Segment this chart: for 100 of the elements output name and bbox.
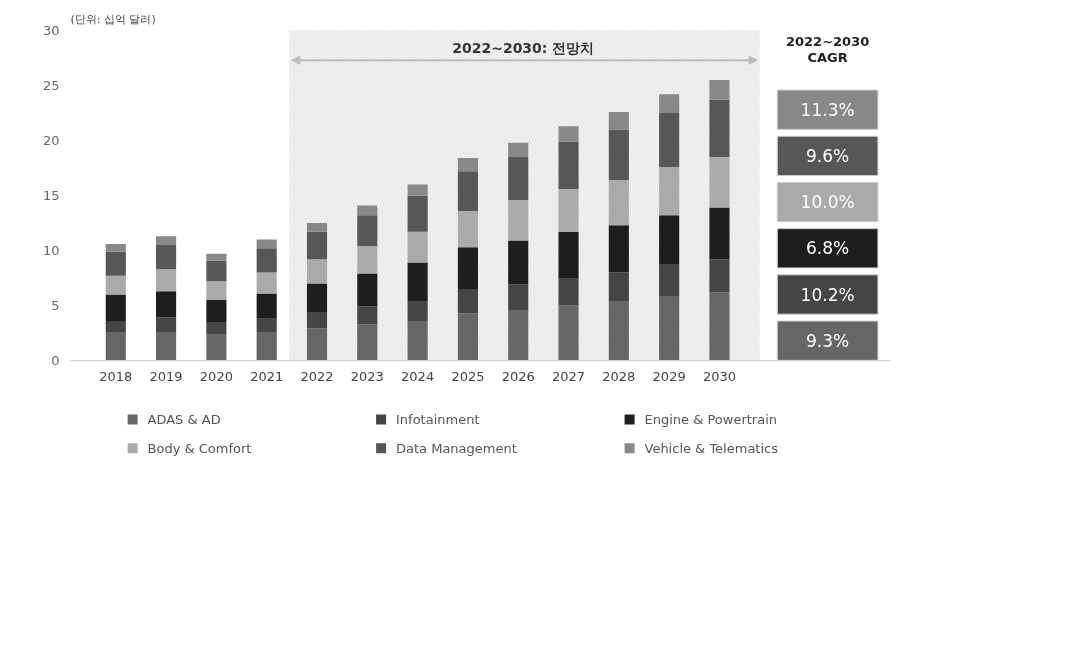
bar (608, 180, 629, 226)
bar (156, 317, 177, 332)
y-tick-label: 15 (42, 188, 60, 203)
x-tick-label: 2027 (551, 368, 586, 384)
text: 2022~2030 CAGR (785, 33, 870, 66)
bar (357, 205, 378, 216)
text: 6.8% (806, 238, 850, 259)
bar (105, 275, 126, 295)
x-tick-label: 2026 (501, 368, 535, 384)
bar (659, 264, 680, 297)
bar (457, 171, 478, 211)
bar (608, 301, 629, 361)
x-tick-label: 2024 (401, 368, 435, 384)
bar (105, 243, 126, 252)
bar (156, 269, 177, 292)
bar (105, 331, 126, 361)
bar (558, 278, 579, 306)
bar (508, 284, 529, 310)
bar (206, 322, 227, 335)
x-tick-label: 2021 (250, 368, 284, 384)
bar (256, 239, 277, 249)
text: 11.3% (800, 99, 855, 120)
bar (608, 111, 629, 130)
bar (608, 272, 629, 302)
text: 10.0% (800, 192, 855, 213)
bar (206, 253, 227, 261)
band-label: 2022~2030: 전망치 (452, 39, 595, 56)
bar (457, 289, 478, 314)
bar (558, 141, 579, 189)
bar (306, 223, 328, 232)
bar (558, 126, 579, 142)
bar (156, 245, 177, 270)
bar (558, 231, 579, 278)
bar (558, 305, 579, 361)
legend-label: Body & Comfort (147, 440, 252, 456)
bar (407, 320, 428, 361)
bar (709, 259, 730, 293)
bar (156, 291, 177, 318)
bar (709, 80, 730, 100)
bar (156, 331, 177, 361)
bar (306, 283, 328, 313)
bar (306, 259, 328, 284)
bar (709, 157, 730, 208)
text: 10.2% (800, 284, 855, 305)
text: 9.6% (806, 145, 850, 166)
bar (357, 306, 378, 325)
legend-label: Infotainment (396, 412, 480, 428)
bar (407, 195, 428, 232)
bar (659, 113, 680, 167)
legend-label: Engine & Powertrain (644, 412, 778, 428)
y-tick-label: 25 (42, 78, 60, 93)
bar (709, 292, 730, 361)
bar (206, 334, 227, 361)
bar (508, 142, 529, 157)
legend-label: Vehicle & Telematics (644, 440, 779, 456)
bar (659, 215, 680, 265)
text: 9.3% (806, 330, 850, 351)
bar (457, 313, 478, 361)
y-tick-label: 20 (42, 133, 60, 148)
bar (709, 99, 730, 157)
legend-label: ADAS & AD (147, 412, 221, 428)
bar (357, 246, 378, 274)
bar (608, 225, 629, 273)
x-tick-label: 2019 (149, 368, 183, 384)
bar (659, 296, 680, 361)
bar (608, 129, 629, 181)
bar (457, 247, 478, 289)
y-tick-label: 10 (42, 243, 60, 258)
bar (256, 318, 277, 332)
bar (457, 210, 478, 248)
bar (105, 294, 126, 321)
legend-label: Data Management (396, 440, 517, 456)
y-tick-label: 30 (42, 23, 60, 38)
bar (206, 281, 227, 300)
x-tick-label: 2023 (350, 368, 384, 384)
bar (558, 188, 579, 232)
x-tick-label: 2028 (602, 368, 636, 384)
bar (357, 215, 378, 247)
bar (256, 248, 277, 273)
bar (457, 158, 478, 172)
x-tick-label: 2025 (451, 368, 485, 384)
x-tick-label: 2029 (652, 368, 686, 384)
bar (306, 312, 328, 329)
x-tick-label: 2020 (199, 368, 233, 384)
bar (357, 324, 378, 361)
bar (508, 309, 529, 361)
bar (357, 273, 378, 307)
bar (508, 240, 529, 285)
bar (306, 231, 328, 260)
bar (508, 199, 529, 241)
bar (256, 293, 277, 319)
bar (256, 272, 277, 294)
bar (407, 262, 428, 302)
bar (105, 320, 126, 332)
bar (659, 166, 680, 216)
y-axis-title: (단위: 십억 달러) (70, 12, 156, 26)
bar (407, 301, 428, 321)
bar (206, 300, 227, 322)
bar (306, 328, 328, 361)
bar (105, 251, 126, 276)
